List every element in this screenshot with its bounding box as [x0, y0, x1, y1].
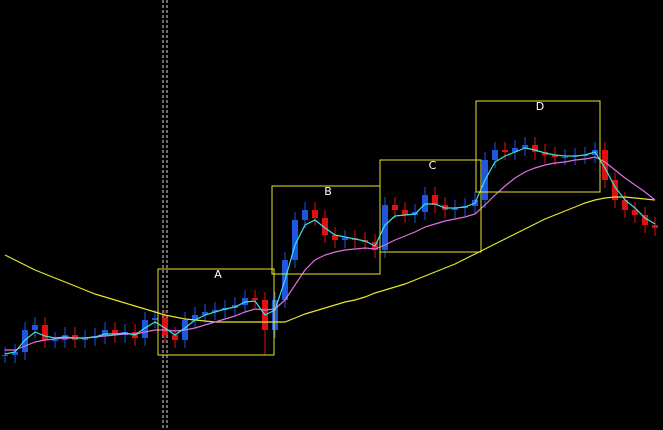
candle-body	[652, 225, 658, 228]
candle-body	[2, 355, 8, 356]
annotation-label: A	[214, 268, 222, 281]
candle-body	[292, 220, 298, 260]
candle-body	[612, 180, 618, 200]
candle-body	[402, 210, 408, 215]
candle-body	[142, 320, 148, 338]
annotation-label: D	[536, 100, 544, 113]
candle-body	[622, 200, 628, 210]
moving-average	[5, 156, 656, 351]
candle-body	[522, 145, 528, 148]
annotation-box	[157, 268, 275, 356]
candle-body	[172, 335, 178, 340]
candle-body	[562, 157, 568, 158]
annotation-label: B	[324, 185, 332, 198]
candle-body	[192, 315, 198, 320]
candle-body	[82, 338, 88, 340]
annotation-label: C	[429, 159, 437, 172]
annotation-box	[379, 159, 482, 253]
candle-body	[532, 145, 538, 152]
candle-body	[552, 155, 558, 157]
candle-body	[502, 150, 508, 152]
candle-body	[452, 208, 458, 210]
candle-body	[162, 318, 168, 335]
candle-body	[642, 215, 648, 225]
candle-body	[252, 298, 258, 300]
candle-body	[202, 312, 208, 315]
candle-body	[322, 218, 328, 235]
candle-body	[152, 318, 158, 320]
candle-body	[492, 150, 498, 160]
candle-body	[12, 352, 18, 355]
candle-body	[52, 340, 58, 341]
candle-body	[602, 150, 608, 180]
annotation-box	[475, 100, 601, 193]
candle-body	[392, 205, 398, 210]
candle-body	[312, 210, 318, 218]
candle-body	[332, 235, 338, 240]
candle-body	[102, 330, 108, 336]
candle-body	[632, 210, 638, 215]
moving-average	[4, 147, 656, 355]
candle-body	[112, 330, 118, 335]
candle-body	[512, 148, 518, 152]
candle-body	[22, 330, 28, 352]
candle-body	[32, 325, 38, 330]
moving-average	[4, 196, 656, 323]
candle-body	[212, 310, 218, 312]
candle-body	[42, 325, 48, 340]
candle-body	[342, 238, 348, 240]
candle-body	[302, 210, 308, 220]
candle-body	[272, 300, 278, 330]
candle-body	[382, 205, 388, 250]
candle-body	[432, 195, 438, 205]
